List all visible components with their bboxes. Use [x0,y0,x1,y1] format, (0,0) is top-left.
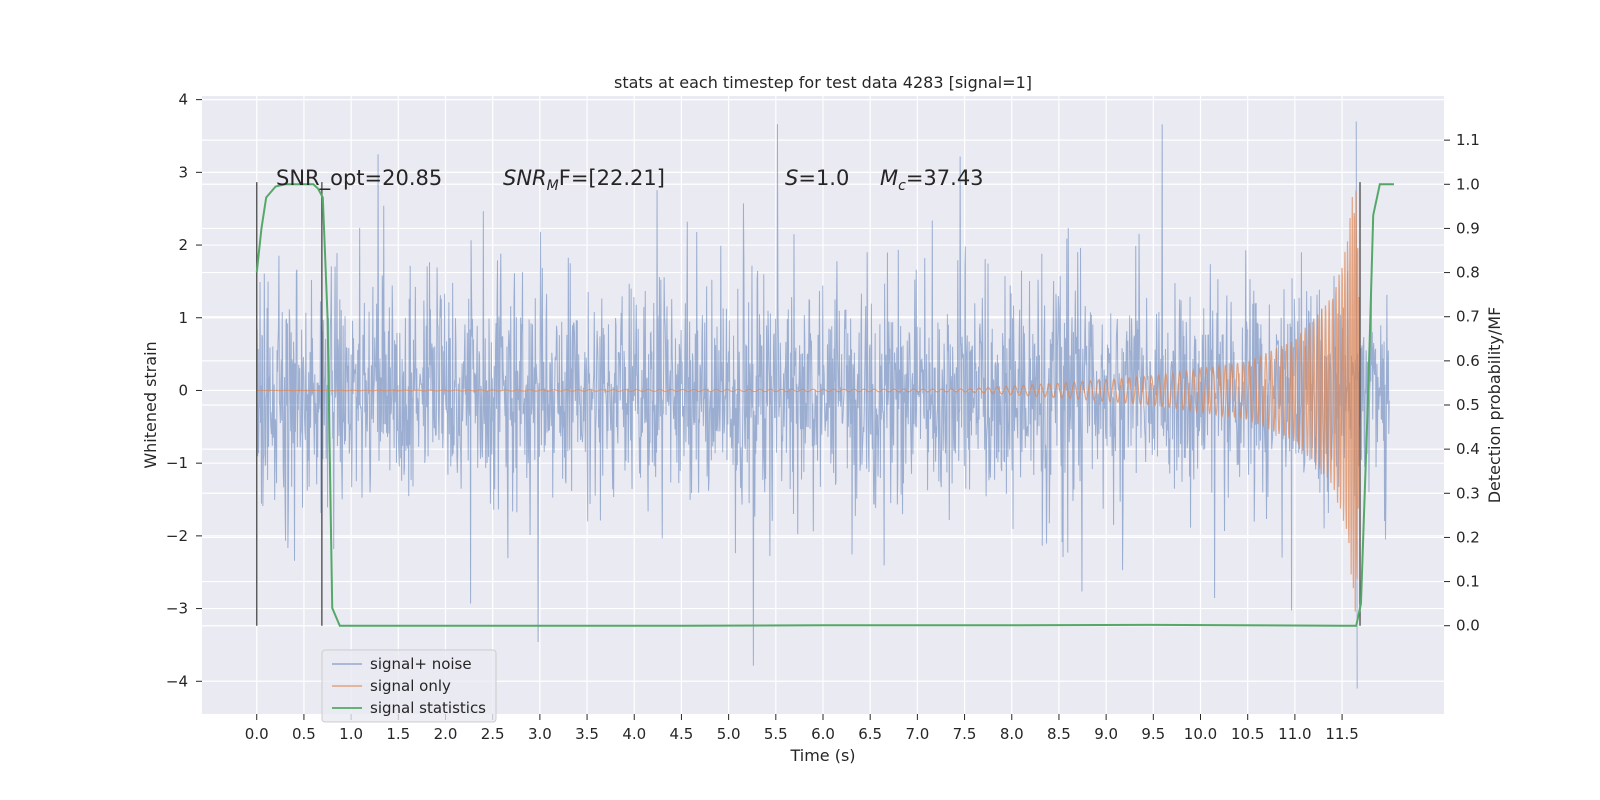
grid [202,96,1444,714]
annotation-snr-mf-name: SNR [503,166,547,190]
x-tick-label: 9.0 [1094,725,1118,743]
y-tick-label-right: 0.5 [1456,396,1480,414]
legend: signal+ noise signal only signal statist… [321,649,497,723]
y-tick-label-right: 0.6 [1456,352,1480,370]
x-tick-label: 0.5 [292,725,316,743]
x-tick-label: 8.0 [1000,725,1024,743]
x-tick-label: 3.0 [528,725,552,743]
statistics-line [255,183,1394,627]
x-tick-label: 11.5 [1325,725,1358,743]
x-tick-label: 1.5 [386,725,410,743]
annotation-snr-mf-rest: F=[22.21] [559,166,665,190]
annotation-s-rest: =1.0 [798,166,849,190]
x-tick-label: 5.0 [717,725,741,743]
x-tick-label: 6.5 [858,725,882,743]
legend-label-noise: signal+ noise [370,655,472,673]
annotation-s: S=1.0 [785,166,849,190]
y-tick-label-right: 0.7 [1456,308,1480,326]
x-tick-label: 11.0 [1278,725,1311,743]
y-tick-label-right: 1.0 [1456,175,1480,193]
y-tick-label: −4 [166,672,188,690]
annotation-mc: Mc=37.43 [880,166,984,194]
x-tick-label: 4.0 [622,725,646,743]
x-tick-label: 10.5 [1231,725,1264,743]
chart-title: stats at each timestep for test data 428… [614,73,1032,92]
x-tick-label: 5.5 [764,725,788,743]
y-tick-label-right: 1.1 [1456,131,1480,149]
y-axis-label-right: Detection probability/MF [1485,307,1504,504]
y-tick-label-right: 0.2 [1456,528,1480,546]
y-tick-label: 3 [178,163,188,181]
x-tick-label: 3.5 [575,725,599,743]
y-tick-label-right: 0.0 [1456,617,1480,635]
y-tick-label: −1 [166,454,188,472]
legend-label-signal: signal only [370,677,451,695]
annotation-s-name: S [785,166,798,190]
y-tick-label: 1 [178,309,188,327]
y-tick-label: −2 [166,527,188,545]
x-axis-label: Time (s) [789,746,855,765]
annotation-mc-sub: c [898,178,906,194]
annotation-snr-mf-sub: M [547,178,559,194]
signal-series [256,190,1361,612]
y-tick-label-right: 0.3 [1456,484,1480,502]
y-tick-label-right: 0.8 [1456,264,1480,282]
tick-labels: 0.0 0.5 1.0 1.5 2.0 2.5 3.0 3.5 4.0 4.5 5.0 5.5 6.0 6… [166,91,1480,743]
x-tick-label: 2.5 [481,725,505,743]
x-tick-label: 2.0 [434,725,458,743]
x-tick-label: 9.5 [1141,725,1165,743]
x-tick-label: 4.5 [670,725,694,743]
annotation-mc-rest: =37.43 [906,166,984,190]
x-tick-label: 8.5 [1047,725,1071,743]
y-tick-label: 4 [178,91,188,109]
y-tick-label-right: 0.1 [1456,573,1480,591]
vertical-markers [256,182,1361,626]
x-tick-label: 6.0 [811,725,835,743]
x-tick-label: 0.0 [245,725,269,743]
signal-line [256,190,1361,612]
y-tick-label: 2 [178,236,188,254]
y-tick-label-right: 0.4 [1456,440,1480,458]
annotation-snr-mf: SNRMF=[22.21] [503,166,665,194]
y-tick-label: −3 [166,600,188,618]
x-tick-label: 10.0 [1184,725,1217,743]
y-axis-label: Whitened strain [141,341,160,468]
statistics-series [255,183,1394,627]
annotation-snr-opt: SNR_opt=20.85 [276,166,442,191]
annotation-mc-name: M [880,166,898,190]
y-tick-label-right: 0.9 [1456,219,1480,237]
y-tick-label: 0 [178,381,188,399]
x-tick-label: 7.0 [905,725,929,743]
x-tick-label: 7.5 [953,725,977,743]
legend-label-statistics: signal statistics [370,699,486,717]
legend-box [321,649,497,723]
x-tick-label: 1.0 [339,725,363,743]
